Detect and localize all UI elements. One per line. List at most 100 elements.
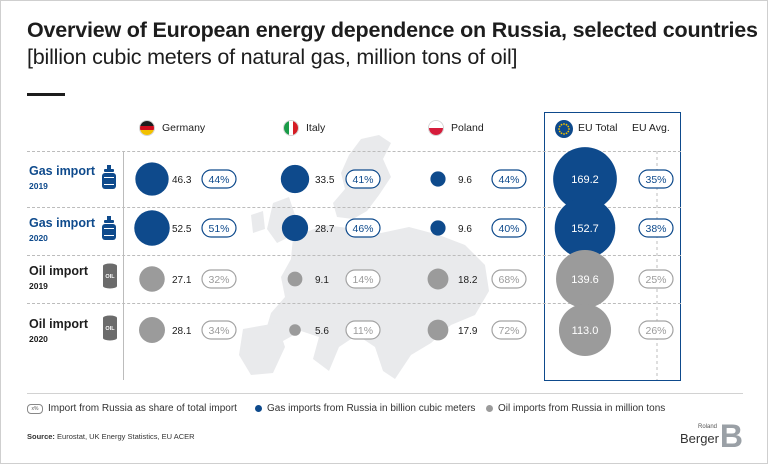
column-germany: Germany bbox=[139, 120, 205, 136]
row-label-oil-2019: Oil import bbox=[29, 264, 89, 278]
row-year-gas-2019: 2019 bbox=[29, 181, 48, 191]
bubble-oil-2020-1 bbox=[289, 324, 301, 336]
logo-berger-text: Berger bbox=[679, 431, 719, 446]
bubble-gas-2019-1 bbox=[280, 164, 310, 194]
gas-dot-icon bbox=[255, 405, 262, 412]
share-label-gas-2020-0-outline bbox=[201, 218, 237, 238]
column-label-poland: Poland bbox=[451, 122, 484, 134]
share-label-oil-2019-0: 32% bbox=[208, 274, 229, 286]
share-label-gas-2019-2: 44% bbox=[498, 174, 519, 186]
row-label-divider bbox=[123, 151, 124, 380]
share-label-gas-2019-2-outline bbox=[491, 169, 527, 189]
bubble-oil-2020-0 bbox=[139, 317, 165, 343]
svg-text:OIL: OIL bbox=[105, 326, 115, 332]
share-label-gas-2020-1-outline bbox=[345, 218, 381, 238]
row-separator bbox=[27, 303, 681, 304]
legend-oil-text: Oil imports from Russia in million tons bbox=[498, 403, 666, 414]
chart-subtitle: [billion cubic meters of natural gas, mi… bbox=[27, 45, 518, 69]
eu-flag-icon bbox=[555, 120, 573, 138]
row-year-gas-2020: 2020 bbox=[29, 233, 48, 243]
eu-highlight-box bbox=[544, 112, 681, 381]
eu-avg-label-oil-2019: 25% bbox=[645, 274, 666, 286]
legend-separator bbox=[27, 393, 743, 394]
title-underline bbox=[27, 93, 65, 96]
row-label-gas-2019: Gas import bbox=[29, 164, 95, 178]
share-label-oil-2020-0-outline bbox=[201, 320, 237, 340]
share-label-oil-2019-1: 14% bbox=[352, 274, 373, 286]
value-label-oil-2020-0: 28.1 bbox=[172, 326, 192, 337]
source-text: Eurostat, UK Energy Statistics, EU ACER bbox=[57, 432, 195, 441]
eu-avg-label-gas-2020: 38% bbox=[645, 223, 666, 235]
value-label-oil-2020-1: 5.6 bbox=[315, 326, 329, 337]
bubble-oil-2019-0 bbox=[139, 266, 165, 292]
column-poland: Poland bbox=[428, 120, 484, 136]
share-pill-icon: x% bbox=[27, 403, 43, 414]
bubble-gas-2020-2 bbox=[430, 220, 446, 236]
bubble-eu-total-oil-2020 bbox=[558, 303, 612, 357]
legend-item-oil: Oil imports from Russia in million tons bbox=[486, 403, 665, 414]
share-label-oil-2020-1: 11% bbox=[353, 325, 373, 337]
chart-title: Overview of European energy dependence o… bbox=[27, 18, 758, 42]
legend-share-text: Import from Russia as share of total imp… bbox=[48, 403, 237, 414]
column-label-eu-avg: EU Avg. bbox=[632, 122, 670, 134]
value-label-oil-2020-2: 17.9 bbox=[458, 326, 478, 337]
share-label-oil-2020-2: 72% bbox=[498, 325, 519, 337]
row-year-oil-2020: 2020 bbox=[29, 334, 48, 344]
column-label-germany: Germany bbox=[162, 122, 206, 134]
continent-shape bbox=[265, 225, 489, 379]
column-label-eu-total: EU Total bbox=[578, 122, 618, 134]
logo-b-mark: B bbox=[719, 418, 743, 454]
share-label-gas-2020-2: 40% bbox=[498, 223, 519, 235]
europe-map-background bbox=[239, 135, 489, 379]
eu-avg-label-oil-2020: 26% bbox=[645, 325, 666, 337]
value-label-gas-2020-2: 9.6 bbox=[458, 224, 472, 235]
share-label-gas-2019-0: 44% bbox=[208, 174, 229, 186]
germany-flag-icon bbox=[139, 120, 155, 136]
bubble-oil-2019-1 bbox=[287, 271, 303, 287]
bubble-gas-2020-1 bbox=[281, 214, 309, 242]
value-label-gas-2019-1: 33.5 bbox=[315, 175, 335, 186]
eu-avg-label-gas-2019-outline bbox=[638, 169, 674, 189]
bubble-eu-total-oil-2019 bbox=[556, 250, 614, 308]
eu-total-label-oil-2020: 113.0 bbox=[572, 325, 599, 337]
oil-barrel-icon: OIL bbox=[103, 263, 117, 289]
bubble-eu-total-gas-2020 bbox=[554, 197, 616, 259]
share-label-gas-2020-1: 46% bbox=[352, 223, 373, 235]
bubble-gas-2019-2 bbox=[430, 171, 446, 187]
eu-avg-label-gas-2019: 35% bbox=[645, 174, 666, 186]
share-label-oil-2019-0-outline bbox=[201, 269, 237, 289]
value-label-oil-2019-2: 18.2 bbox=[458, 275, 478, 286]
source-note: Source: Eurostat, UK Energy Statistics, … bbox=[27, 432, 195, 441]
ireland-shape bbox=[251, 211, 265, 233]
logo-roland-text: Roland bbox=[697, 424, 717, 430]
row-label-gas-2020: Gas import bbox=[29, 216, 95, 230]
share-label-gas-2020-2-outline bbox=[491, 218, 527, 238]
share-label-oil-2019-2: 68% bbox=[498, 274, 519, 286]
eu-total-label-gas-2019: 169.2 bbox=[571, 174, 599, 186]
gas-cylinder-icon bbox=[102, 165, 116, 189]
row-separator bbox=[27, 151, 681, 152]
gas-cylinder-icon bbox=[102, 216, 116, 240]
oil-barrel-icon: OIL bbox=[103, 315, 117, 341]
bubble-oil-2020-2 bbox=[427, 319, 449, 341]
eu-total-label-gas-2020: 152.7 bbox=[571, 223, 599, 235]
value-label-gas-2019-2: 9.6 bbox=[458, 175, 472, 186]
share-label-gas-2019-0-outline bbox=[201, 169, 237, 189]
bubble-eu-total-gas-2019 bbox=[553, 147, 617, 211]
bubble-oil-2019-2 bbox=[427, 268, 449, 290]
share-label-oil-2019-2-outline bbox=[491, 269, 527, 289]
share-label-gas-2019-1-outline bbox=[345, 169, 381, 189]
eu-avg-label-gas-2020-outline bbox=[638, 218, 674, 238]
row-separator bbox=[27, 207, 681, 208]
eu-avg-label-oil-2019-outline bbox=[638, 269, 674, 289]
legend-item-share: x% Import from Russia as share of total … bbox=[27, 403, 237, 414]
share-label-oil-2019-1-outline bbox=[345, 269, 381, 289]
share-label-oil-2020-0: 34% bbox=[208, 325, 229, 337]
value-label-gas-2020-0: 52.5 bbox=[172, 224, 192, 235]
bubble-gas-2020-0 bbox=[134, 210, 170, 246]
eu-total-label-oil-2019: 139.6 bbox=[571, 274, 599, 286]
column-label-italy: Italy bbox=[306, 122, 326, 134]
row-separator bbox=[27, 255, 681, 256]
svg-text:OIL: OIL bbox=[105, 274, 115, 280]
row-year-oil-2019: 2019 bbox=[29, 281, 48, 291]
